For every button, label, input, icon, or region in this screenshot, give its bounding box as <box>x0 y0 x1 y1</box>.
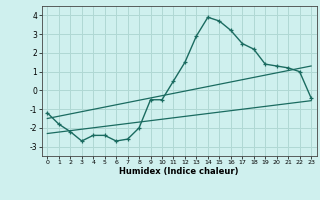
X-axis label: Humidex (Indice chaleur): Humidex (Indice chaleur) <box>119 167 239 176</box>
